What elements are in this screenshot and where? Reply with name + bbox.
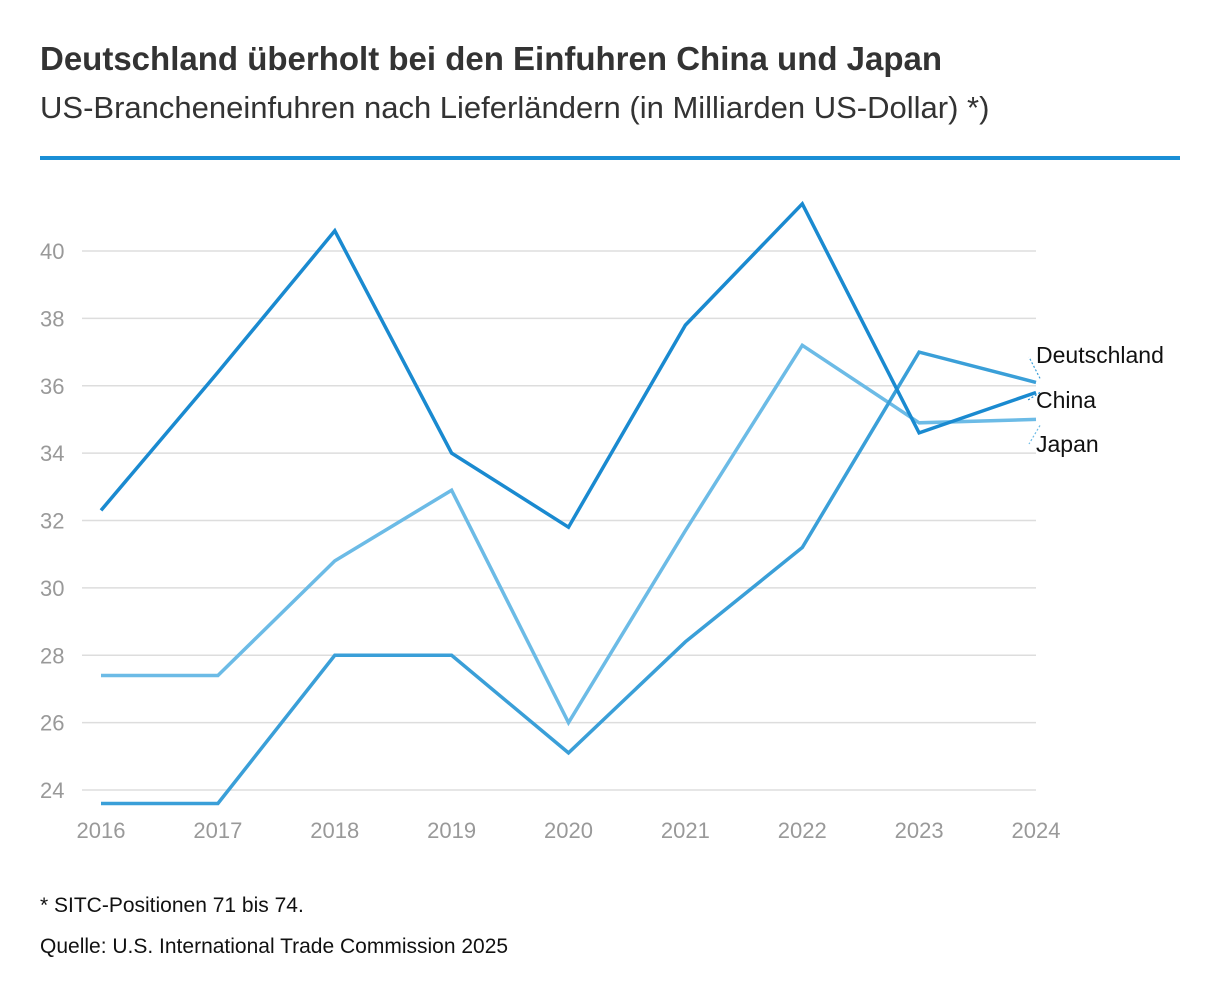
y-tick-label-24: 24 [40, 778, 64, 803]
legend-leader-deutschland [1028, 356, 1041, 379]
x-tick-label-2020: 2020 [544, 818, 593, 843]
y-tick-label-28: 28 [40, 643, 64, 668]
series-lines [99, 200, 1037, 806]
x-tick-label-2017: 2017 [193, 818, 242, 843]
x-tick-label-2018: 2018 [310, 818, 359, 843]
series-line-japan [101, 342, 1037, 727]
legend-label-japan: Japan [1036, 431, 1099, 457]
y-tick-label-26: 26 [40, 711, 64, 736]
x-tick-label-2021: 2021 [661, 818, 710, 843]
y-axis-ticks: 24 26 28 30 32 34 36 38 40 [40, 239, 64, 803]
y-tick-label-30: 30 [40, 576, 64, 601]
legend-leader-japan [1028, 425, 1041, 445]
x-tick-label-2022: 2022 [778, 818, 827, 843]
x-axis-ticks: 2016 2017 2018 2019 2020 2021 2022 2023 2024 [77, 818, 1061, 843]
x-tick-label-2016: 2016 [77, 818, 126, 843]
y-tick-label-32: 32 [40, 509, 64, 534]
series-line-china [99, 200, 1037, 530]
footnote: * SITC-Positionen 71 bis 74. [40, 894, 304, 917]
legend-label-china: China [1036, 387, 1096, 413]
legend-label-deutschland: Deutschland [1036, 342, 1164, 368]
y-tick-label-40: 40 [40, 239, 64, 264]
y-tick-label-36: 36 [40, 374, 64, 399]
title-divider [40, 156, 1180, 160]
y-tick-label-34: 34 [40, 441, 64, 466]
chart-title: Deutschland überholt bei den Einfuhren C… [40, 40, 943, 77]
y-tick-label-38: 38 [40, 306, 64, 331]
source-note: Quelle: U.S. International Trade Commiss… [40, 935, 509, 958]
x-tick-label-2019: 2019 [427, 818, 476, 843]
chart-subtitle: US-Brancheneinfuhren nach Lieferländern … [40, 90, 990, 125]
x-tick-label-2024: 2024 [1012, 818, 1061, 843]
series-line-deutschland [101, 350, 1037, 806]
legend: Deutschland China Japan [1027, 342, 1164, 457]
x-tick-label-2023: 2023 [895, 818, 944, 843]
